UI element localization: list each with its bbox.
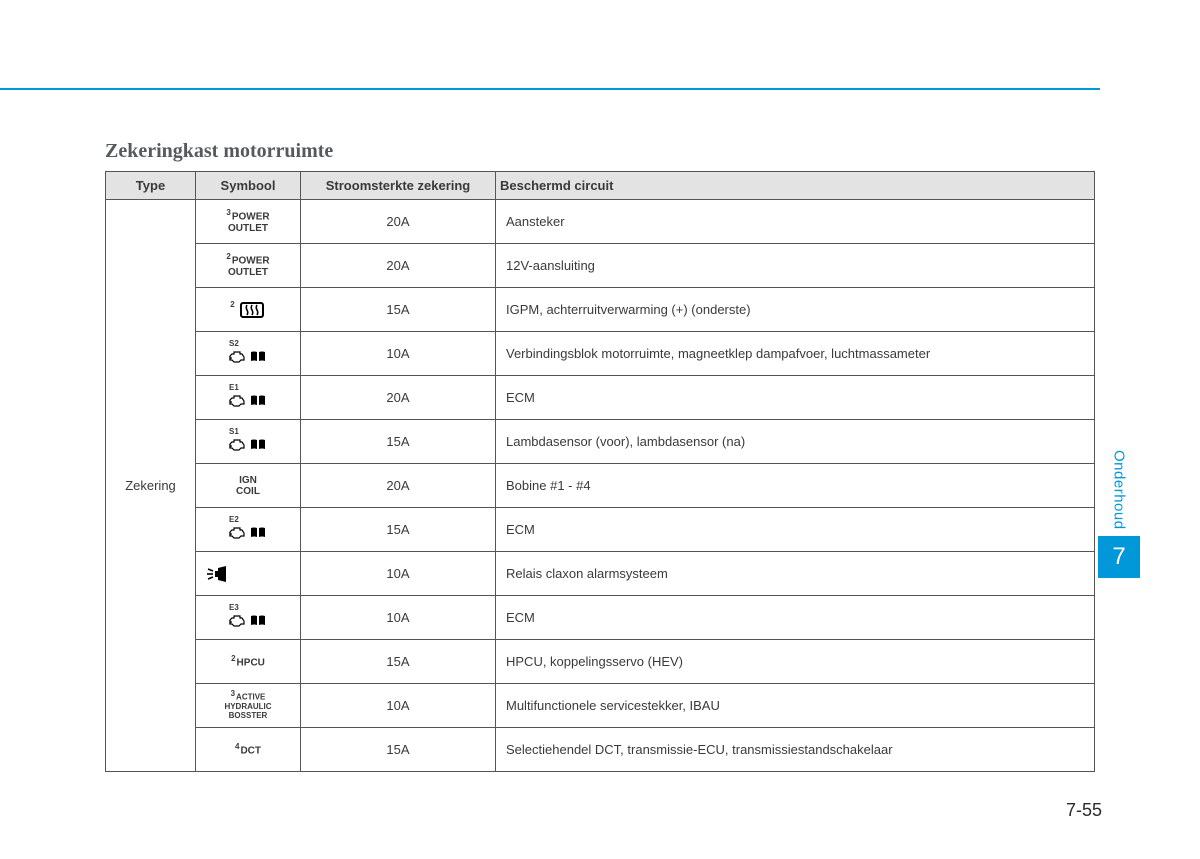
engine-icon (229, 614, 247, 628)
table-row: 2HPCU15AHPCU, koppelingsservo (HEV) (106, 640, 1095, 684)
col-header-symbol: Symbool (196, 172, 301, 200)
chapter-tab: Onderhoud 7 (1098, 450, 1140, 578)
manual-icon (249, 394, 267, 408)
engine-icon (229, 526, 247, 540)
table-row: 215AIGPM, achterruitverwarming (+) (onde… (106, 288, 1095, 332)
engine-icon (229, 394, 247, 408)
symbol-cell: E1 (196, 376, 301, 420)
engine-icon (229, 438, 247, 452)
description-cell: ECM (496, 376, 1095, 420)
symbol-cell: E3 (196, 596, 301, 640)
col-header-rating: Stroomsterkte zekering (301, 172, 496, 200)
col-header-type: Type (106, 172, 196, 200)
rating-cell: 20A (301, 376, 496, 420)
table-row: E310AECM (106, 596, 1095, 640)
col-header-desc: Beschermd circuit (496, 172, 1095, 200)
table-row: 2POWEROUTLET20A12V-aansluiting (106, 244, 1095, 288)
rating-cell: 20A (301, 244, 496, 288)
symbol-cell: 3ACTIVEHYDRAULICBOSSTER (196, 684, 301, 728)
symbol-cell: S1 (196, 420, 301, 464)
description-cell: HPCU, koppelingsservo (HEV) (496, 640, 1095, 684)
description-cell: IGPM, achterruitverwarming (+) (onderste… (496, 288, 1095, 332)
fuse-table: Type Symbool Stroomsterkte zekering Besc… (105, 171, 1095, 772)
chapter-number: 7 (1098, 536, 1140, 578)
table-row: S115ALambdasensor (voor), lambdasensor (… (106, 420, 1095, 464)
manual-icon (249, 526, 267, 540)
description-cell: Verbindingsblok motorruimte, magneetklep… (496, 332, 1095, 376)
symbol-cell: 4DCT (196, 728, 301, 772)
header-rule (0, 88, 1100, 90)
rating-cell: 15A (301, 288, 496, 332)
rating-cell: 15A (301, 728, 496, 772)
table-header-row: Type Symbool Stroomsterkte zekering Besc… (106, 172, 1095, 200)
rating-cell: 10A (301, 552, 496, 596)
type-cell: Zekering (106, 200, 196, 772)
description-cell: ECM (496, 596, 1095, 640)
rating-cell: 15A (301, 420, 496, 464)
engine-icon (229, 350, 247, 364)
manual-icon (249, 438, 267, 452)
symbol-cell: 2 (196, 288, 301, 332)
table-row: Zekering3POWEROUTLET20AAansteker (106, 200, 1095, 244)
rating-cell: 20A (301, 464, 496, 508)
symbol-cell: 3POWEROUTLET (196, 200, 301, 244)
manual-icon (249, 614, 267, 628)
table-row: 4DCT15ASelectiehendel DCT, transmissie-E… (106, 728, 1095, 772)
description-cell: ECM (496, 508, 1095, 552)
symbol-cell: S2 (196, 332, 301, 376)
manual-icon (249, 350, 267, 364)
chapter-label: Onderhoud (1111, 450, 1128, 530)
rating-cell: 15A (301, 640, 496, 684)
table-row: E120AECM (106, 376, 1095, 420)
rating-cell: 20A (301, 200, 496, 244)
rating-cell: 10A (301, 332, 496, 376)
description-cell: Multifunctionele servicestekker, IBAU (496, 684, 1095, 728)
symbol-cell: 2HPCU (196, 640, 301, 684)
horn-icon (206, 565, 232, 583)
symbol-cell: E2 (196, 508, 301, 552)
table-row: IGNCOIL20ABobine #1 - #4 (106, 464, 1095, 508)
description-cell: Lambdasensor (voor), lambdasensor (na) (496, 420, 1095, 464)
description-cell: Selectiehendel DCT, transmissie-ECU, tra… (496, 728, 1095, 772)
table-row: E215AECM (106, 508, 1095, 552)
symbol-cell: 2POWEROUTLET (196, 244, 301, 288)
page-number: 7-55 (1066, 800, 1102, 821)
rating-cell: 10A (301, 684, 496, 728)
page-content: Zekeringkast motorruimte Type Symbool St… (105, 140, 1095, 772)
description-cell: Bobine #1 - #4 (496, 464, 1095, 508)
symbol-cell (196, 552, 301, 596)
rear-defog-icon (238, 300, 266, 320)
table-row: 10ARelais claxon alarmsysteem (106, 552, 1095, 596)
table-row: S210AVerbindingsblok motorruimte, magnee… (106, 332, 1095, 376)
description-cell: Relais claxon alarmsysteem (496, 552, 1095, 596)
rating-cell: 10A (301, 596, 496, 640)
symbol-cell: IGNCOIL (196, 464, 301, 508)
page-title: Zekeringkast motorruimte (105, 140, 1095, 163)
table-row: 3ACTIVEHYDRAULICBOSSTER10AMultifunctione… (106, 684, 1095, 728)
description-cell: 12V-aansluiting (496, 244, 1095, 288)
rating-cell: 15A (301, 508, 496, 552)
description-cell: Aansteker (496, 200, 1095, 244)
